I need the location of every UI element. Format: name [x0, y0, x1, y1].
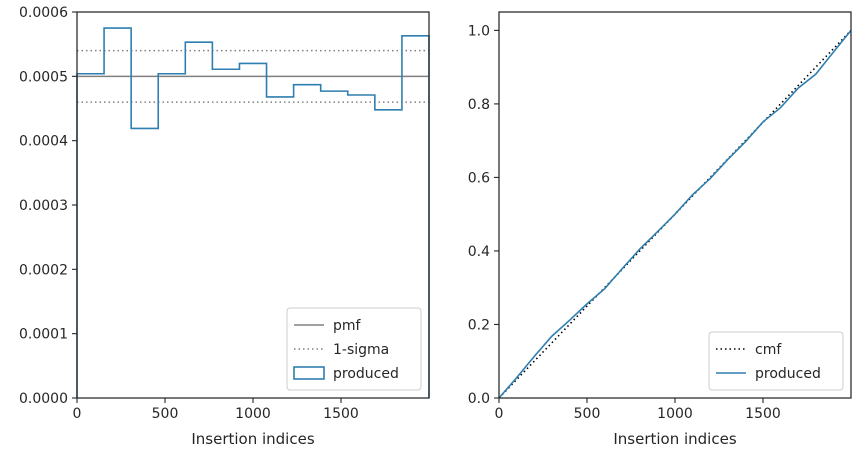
legend-label-cmf: cmf: [755, 342, 782, 358]
legend-label-pmf: pmf: [333, 318, 362, 334]
right-plot-area: [498, 29, 852, 399]
right-y-tick-label: 0.0: [468, 391, 490, 407]
right-x-axis-label: Insertion indices: [613, 430, 736, 448]
left-plot-area: [76, 27, 430, 398]
left-y-tick-label: 0.0006: [19, 5, 68, 21]
left-x-tick-label: 1500: [323, 406, 359, 422]
right-x-ticks: 0 500 1000 1500: [495, 398, 781, 422]
left-y-tick-label: 0.0000: [19, 391, 68, 407]
right-x-tick-label: 500: [574, 406, 601, 422]
right-x-tick-label: 0: [495, 406, 504, 422]
right-y-tick-label: 0.6: [468, 170, 490, 186]
left-x-tick-label: 500: [152, 406, 179, 422]
left-y-tick-label: 0.0003: [19, 198, 68, 214]
left-y-ticks: 0.0000 0.0001 0.0002 0.0003 0.0004 0.0005 0.00…: [19, 5, 77, 407]
right-chart-cmf-line: 0 500 1000 1500 0.0 0.2 0.4 0.6 0.8 1.0 Insertio…: [468, 11, 852, 448]
legend-label-produced: produced: [333, 366, 399, 382]
legend-swatch-produced: [293, 366, 325, 380]
right-y-tick-label: 0.4: [468, 244, 490, 260]
right-y-ticks: 0.0 0.2 0.4 0.6 0.8 1.0: [468, 23, 499, 407]
left-x-tick-label: 1000: [235, 406, 271, 422]
left-y-tick-label: 0.0001: [19, 327, 68, 343]
right-legend-box: [708, 331, 844, 391]
series-produced: [76, 27, 430, 398]
right-y-tick-label: 1.0: [468, 23, 490, 39]
left-y-tick-label: 0.0005: [19, 69, 68, 85]
right-x-tick-label: 1500: [745, 406, 781, 422]
left-legend-box: [286, 307, 422, 391]
series-cmf: [498, 29, 852, 399]
left-legend: pmf 1-sigma produced: [286, 307, 422, 391]
left-chart-pmf-histogram: 0 500 1000 1500 0.00000.00010.00020.00030.0…: [19, 5, 430, 448]
left-x-axis-label: Insertion indices: [191, 430, 314, 448]
legend-label-produced: produced: [755, 366, 821, 382]
legend-label-1-sigma: 1-sigma: [333, 342, 389, 358]
right-y-tick-label: 0.8: [468, 97, 490, 113]
right-y-tick-label: 0.2: [468, 317, 490, 333]
series-produced: [498, 29, 852, 399]
left-y-tick-label: 0.0004: [19, 134, 68, 150]
left-y-tick-label: 0.0002: [19, 262, 68, 278]
right-x-tick-label: 1000: [657, 406, 693, 422]
right-legend: cmf produced: [708, 331, 844, 391]
left-x-ticks: 0 500 1000 1500: [73, 398, 359, 422]
left-x-tick-label: 0: [73, 406, 82, 422]
